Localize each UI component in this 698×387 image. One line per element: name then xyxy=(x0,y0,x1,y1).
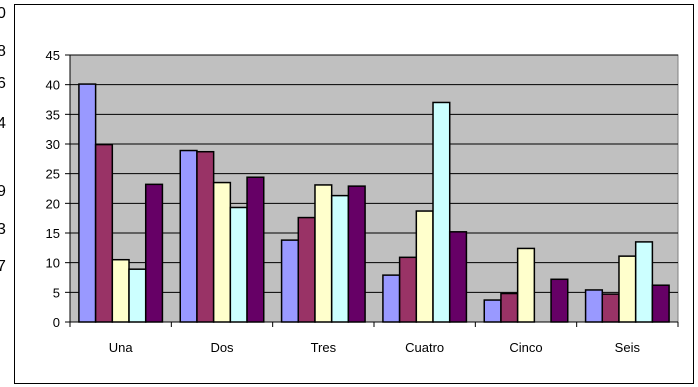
y-tick-label: 35 xyxy=(46,107,60,122)
x-category-label: Tres xyxy=(311,340,337,355)
x-category-label: Seis xyxy=(615,340,641,355)
clipped-background-digit: 4 xyxy=(0,115,6,132)
y-tick-label: 5 xyxy=(53,285,60,300)
bar xyxy=(212,181,232,323)
bar xyxy=(584,289,604,323)
bar xyxy=(94,143,114,323)
bar xyxy=(398,256,418,323)
bar xyxy=(516,247,536,323)
bar xyxy=(229,206,248,323)
x-category-label: Dos xyxy=(210,340,234,355)
bar xyxy=(483,299,502,323)
bar xyxy=(314,184,333,323)
clipped-background-digit: 8 xyxy=(0,43,6,60)
bar xyxy=(179,149,198,323)
bar xyxy=(634,241,654,323)
bar xyxy=(601,293,620,323)
plot-area xyxy=(69,54,679,323)
bar xyxy=(500,292,519,323)
x-category-label: Una xyxy=(109,340,134,355)
bar xyxy=(448,231,468,323)
bar xyxy=(382,274,401,323)
bar xyxy=(330,194,350,323)
bar xyxy=(246,176,265,323)
bar xyxy=(280,239,300,323)
clipped-background-digit: 3 xyxy=(0,221,6,238)
bar xyxy=(111,258,130,323)
bar xyxy=(297,216,316,323)
y-tick-label: 10 xyxy=(46,256,60,271)
y-tick-label: 25 xyxy=(46,167,60,182)
bar xyxy=(78,83,97,323)
y-tick-label: 45 xyxy=(46,48,60,63)
bar xyxy=(144,183,164,323)
bar xyxy=(415,210,434,323)
bar xyxy=(550,278,569,323)
y-tick-label: 0 xyxy=(53,315,60,330)
bar xyxy=(128,268,147,323)
clipped-background-digit: 0 xyxy=(0,5,6,22)
y-tick-label: 40 xyxy=(46,78,60,93)
x-category-label: Cuatro xyxy=(405,340,444,355)
bar xyxy=(347,185,366,323)
x-category-label: Cinco xyxy=(509,340,542,355)
bar xyxy=(196,150,215,323)
bar xyxy=(651,284,670,323)
y-tick-label: 30 xyxy=(46,137,60,152)
clipped-background-digit: 6 xyxy=(0,75,6,92)
clipped-background-digit: 9 xyxy=(0,183,6,200)
y-tick-label: 20 xyxy=(46,196,60,211)
y-tick-label: 15 xyxy=(46,226,60,241)
bar xyxy=(432,101,451,323)
clipped-background-digit: 7 xyxy=(0,258,6,275)
bar xyxy=(618,255,637,323)
